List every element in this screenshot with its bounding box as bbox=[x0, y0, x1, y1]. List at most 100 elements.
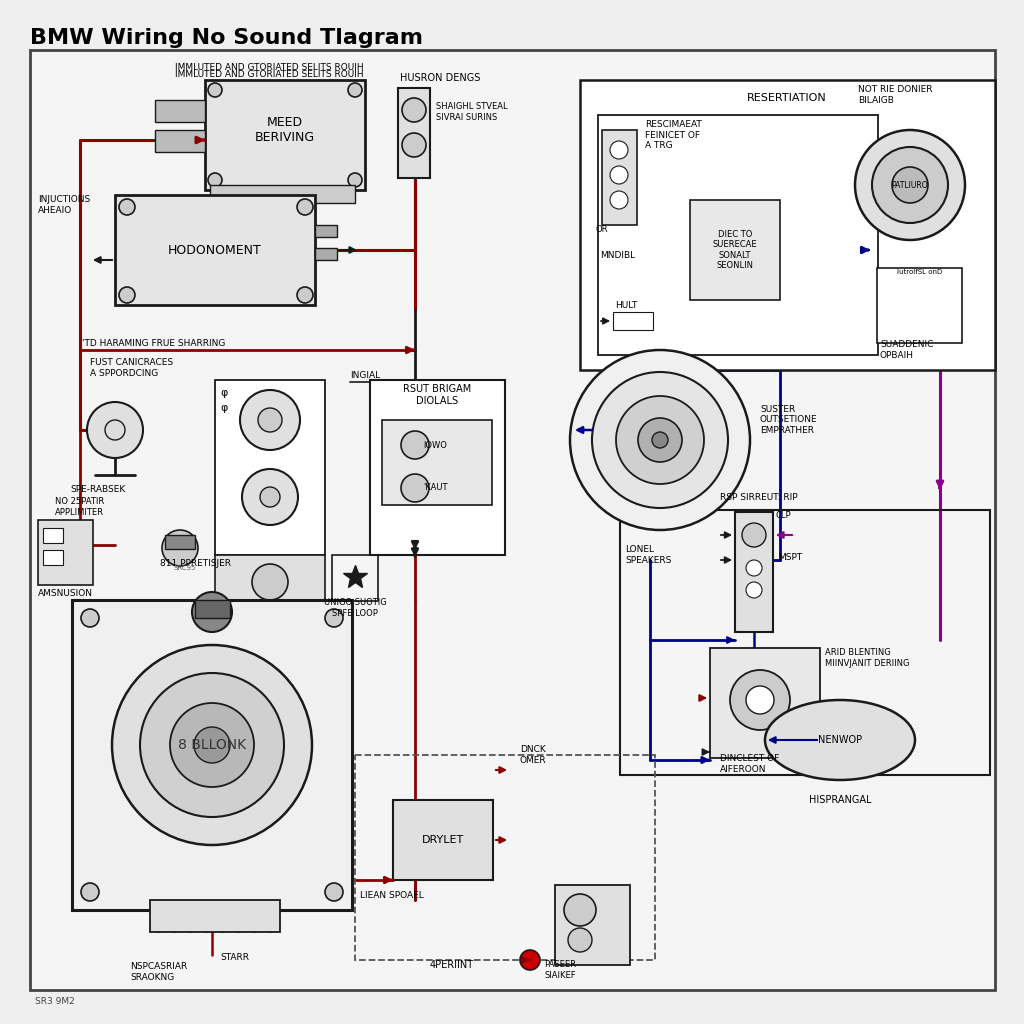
Circle shape bbox=[730, 670, 790, 730]
Circle shape bbox=[112, 645, 312, 845]
Text: RSP SIRREUT: RIP: RSP SIRREUT: RIP bbox=[720, 494, 798, 503]
Circle shape bbox=[652, 432, 668, 449]
Circle shape bbox=[746, 560, 762, 575]
Bar bbox=[393, 800, 493, 880]
Circle shape bbox=[242, 469, 298, 525]
Circle shape bbox=[119, 199, 135, 215]
Text: HISPRANGAL: HISPRANGAL bbox=[809, 795, 871, 805]
Text: SPE-RABSEK: SPE-RABSEK bbox=[70, 485, 125, 495]
Text: 4PERIINT: 4PERIINT bbox=[430, 961, 474, 970]
Bar bbox=[205, 80, 365, 190]
Text: LIEAN SPOAEL: LIEAN SPOAEL bbox=[360, 891, 424, 899]
Text: DIEC TO
SUERECAE
SONALT
SEONLIN: DIEC TO SUERECAE SONALT SEONLIN bbox=[713, 230, 758, 270]
Bar bbox=[332, 555, 378, 601]
Circle shape bbox=[87, 402, 143, 458]
Circle shape bbox=[258, 408, 282, 432]
Text: SUSTER
OUTSETIONE
EMPRATHER: SUSTER OUTSETIONE EMPRATHER bbox=[760, 406, 817, 435]
Text: NSPCASRIAR
SRAOKNG: NSPCASRIAR SRAOKNG bbox=[130, 963, 187, 982]
Text: NOT RIE DONIER
BILAIGB: NOT RIE DONIER BILAIGB bbox=[858, 85, 933, 104]
Bar bbox=[555, 885, 630, 965]
Text: INGIAL: INGIAL bbox=[350, 371, 380, 380]
Text: MEED
BERIVING: MEED BERIVING bbox=[255, 116, 315, 144]
Bar bbox=[398, 88, 430, 178]
Text: NO 25PATIR
APPLIMITER: NO 25PATIR APPLIMITER bbox=[55, 498, 104, 517]
Text: HODONOMENT: HODONOMENT bbox=[168, 244, 262, 256]
Circle shape bbox=[610, 191, 628, 209]
Circle shape bbox=[170, 703, 254, 787]
Text: SHAIGHL STVEAL
SIVRAI SURINS: SHAIGHL STVEAL SIVRAI SURINS bbox=[436, 102, 508, 122]
Text: UNIGO SUOTIG
SPFE LOOP: UNIGO SUOTIG SPFE LOOP bbox=[324, 598, 386, 617]
Circle shape bbox=[162, 530, 198, 566]
Text: φ: φ bbox=[220, 388, 227, 398]
Circle shape bbox=[297, 199, 313, 215]
Bar bbox=[602, 130, 637, 225]
Text: MNDIBL: MNDIBL bbox=[600, 251, 635, 259]
Bar bbox=[613, 312, 653, 330]
Bar bbox=[710, 648, 820, 758]
Bar bbox=[165, 535, 195, 549]
Circle shape bbox=[564, 894, 596, 926]
Circle shape bbox=[325, 609, 343, 627]
Bar bbox=[115, 195, 315, 305]
Text: CLP: CLP bbox=[776, 511, 792, 519]
Bar bbox=[598, 115, 878, 355]
Text: NENWOP: NENWOP bbox=[818, 735, 862, 745]
Circle shape bbox=[610, 166, 628, 184]
Text: IMMLUTED AND GTORIATED SELITS ROUIH: IMMLUTED AND GTORIATED SELITS ROUIH bbox=[175, 70, 364, 79]
Circle shape bbox=[325, 883, 343, 901]
Text: ARID BLENTING
MIINVJANIT DERIING: ARID BLENTING MIINVJANIT DERIING bbox=[825, 648, 909, 668]
Circle shape bbox=[401, 474, 429, 502]
Circle shape bbox=[81, 609, 99, 627]
Text: 'TD HARAMING FRUE SHARRING: 'TD HARAMING FRUE SHARRING bbox=[82, 339, 225, 347]
Bar bbox=[580, 80, 995, 370]
Bar bbox=[315, 225, 337, 237]
Bar bbox=[315, 248, 337, 260]
Text: 8 BLLONK: 8 BLLONK bbox=[178, 738, 246, 752]
Bar bbox=[155, 100, 205, 122]
Circle shape bbox=[746, 582, 762, 598]
Text: SRC95: SRC95 bbox=[173, 565, 196, 571]
Circle shape bbox=[570, 350, 750, 530]
Text: RESERTIATION: RESERTIATION bbox=[748, 93, 826, 103]
Text: 811 PPRETISJER: 811 PPRETISJER bbox=[160, 558, 231, 567]
Circle shape bbox=[208, 83, 222, 97]
Text: BMW Wiring No Sound Tlagram: BMW Wiring No Sound Tlagram bbox=[30, 28, 423, 48]
Circle shape bbox=[638, 418, 682, 462]
Text: lOWO: lOWO bbox=[423, 440, 446, 450]
Bar bbox=[43, 550, 63, 565]
Bar bbox=[195, 600, 230, 618]
Circle shape bbox=[194, 727, 230, 763]
Text: lutrolfSL onD: lutrolfSL onD bbox=[897, 269, 943, 275]
Text: φ: φ bbox=[220, 403, 227, 413]
Text: SUADDENIC
OPBAIH: SUADDENIC OPBAIH bbox=[880, 340, 933, 359]
Circle shape bbox=[402, 98, 426, 122]
Bar bbox=[355, 755, 655, 961]
Circle shape bbox=[260, 487, 280, 507]
Text: FUST CANICRACES
A SPPORDCING: FUST CANICRACES A SPPORDCING bbox=[90, 358, 173, 378]
Bar bbox=[215, 380, 325, 555]
Circle shape bbox=[297, 287, 313, 303]
Bar bbox=[735, 512, 773, 632]
Bar bbox=[38, 520, 93, 585]
Bar bbox=[43, 528, 63, 543]
Bar bbox=[72, 600, 352, 910]
Circle shape bbox=[105, 420, 125, 440]
Text: LONEL
SPEAKERS: LONEL SPEAKERS bbox=[625, 546, 672, 564]
Text: HUSRON DENGS: HUSRON DENGS bbox=[400, 73, 480, 83]
Ellipse shape bbox=[765, 700, 915, 780]
Circle shape bbox=[348, 83, 362, 97]
Text: RESCIMAEAT
FEINICET OF
A TRG: RESCIMAEAT FEINICET OF A TRG bbox=[645, 120, 701, 150]
Bar bbox=[690, 200, 780, 300]
Text: SR3 9M2: SR3 9M2 bbox=[35, 997, 75, 1007]
Text: PATLIURO: PATLIURO bbox=[892, 180, 929, 189]
Circle shape bbox=[240, 390, 300, 450]
Circle shape bbox=[520, 950, 540, 970]
Bar bbox=[150, 900, 280, 932]
Text: DRYLET: DRYLET bbox=[422, 835, 464, 845]
Circle shape bbox=[193, 592, 232, 632]
Text: RSUT BRIGAM
DIOLALS: RSUT BRIGAM DIOLALS bbox=[402, 384, 471, 406]
Circle shape bbox=[855, 130, 965, 240]
Circle shape bbox=[742, 523, 766, 547]
Circle shape bbox=[872, 147, 948, 223]
Text: INJUCTIONS
AHEAIO: INJUCTIONS AHEAIO bbox=[38, 196, 90, 215]
